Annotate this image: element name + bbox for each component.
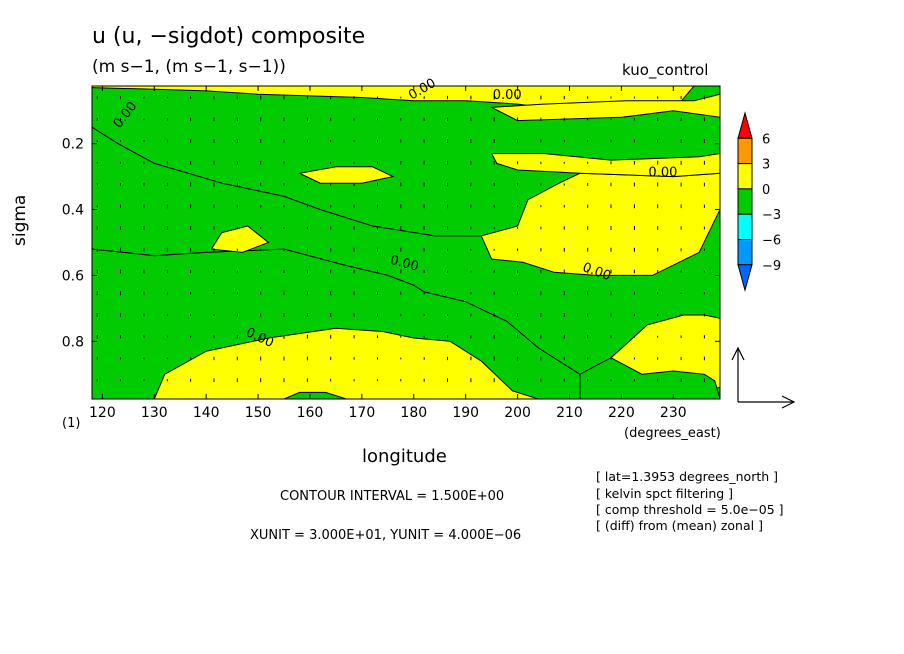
negative-region-4 xyxy=(579,357,720,399)
negative-region-0 xyxy=(92,86,720,237)
x-axis-label: longitude xyxy=(362,446,447,467)
contour-label: 0.00 xyxy=(648,166,677,181)
note-threshold: [ comp threshold = 5.0e−05 ] xyxy=(596,502,784,517)
x-tick-label: 160 xyxy=(297,405,324,421)
colorbar-swatch xyxy=(737,137,753,165)
y-tick-label: 0.8 xyxy=(62,334,84,350)
colorbar-label: −9 xyxy=(762,259,781,274)
positive-region-3 xyxy=(489,93,720,122)
vector-units: XUNIT = 3.000E+01, YUNIT = 4.000E−06 xyxy=(250,528,522,543)
y-axis-units: (1) xyxy=(62,416,81,431)
contour-label: 0.00 xyxy=(493,88,522,103)
colorbar-label: 3 xyxy=(762,158,770,173)
colorbar-swatch xyxy=(737,239,753,266)
x-tick-label: 170 xyxy=(349,405,376,421)
colorbar-label: −3 xyxy=(762,208,781,223)
colorbar-label: 6 xyxy=(762,132,770,147)
contour-label: 0.00 xyxy=(388,253,420,275)
colorbar-swatch xyxy=(737,111,753,139)
contour-label: 0.00 xyxy=(111,99,141,131)
x-tick-label: 220 xyxy=(608,405,635,421)
y-tick-label: 0.6 xyxy=(62,268,84,284)
colorbar-label: 0 xyxy=(762,183,770,198)
y-tick-label: 0.2 xyxy=(62,137,84,153)
note-difference: [ (diff) from (mean) zonal ] xyxy=(596,518,763,533)
colorbar-label: −6 xyxy=(762,234,781,249)
positive-region-2 xyxy=(490,152,720,178)
colorbar-swatch xyxy=(737,213,753,240)
colorbar-swatch xyxy=(737,163,753,190)
positive-region-1 xyxy=(210,225,270,253)
contour-label: 0.00 xyxy=(580,260,612,284)
x-axis-units: (degrees_east) xyxy=(624,426,721,441)
x-tick-label: 200 xyxy=(504,405,531,421)
colorbar-swatch xyxy=(737,188,753,215)
note-latitude: [ lat=1.3953 degrees_north ] xyxy=(596,469,779,484)
note-filtering: [ kelvin spct filtering ] xyxy=(596,486,734,501)
negative-region-2 xyxy=(92,248,581,399)
x-tick-label: 150 xyxy=(245,405,272,421)
x-tick-label: 230 xyxy=(660,405,687,421)
x-tick-label: 180 xyxy=(400,405,427,421)
reference-vector-icon xyxy=(731,346,796,409)
negative-region-1 xyxy=(92,126,720,375)
colorbar-swatch xyxy=(737,264,753,292)
contour-label: 0.00 xyxy=(243,325,276,351)
negative-region-5 xyxy=(283,391,347,399)
x-tick-label: 190 xyxy=(452,405,479,421)
contour-interval: CONTOUR INTERVAL = 1.500E+00 xyxy=(280,489,505,504)
y-tick-label: 0.4 xyxy=(62,203,84,219)
x-tick-label: 130 xyxy=(141,405,168,421)
run-name: kuo_control xyxy=(622,61,709,79)
positive-background xyxy=(92,86,720,399)
chart-title: u (u, −sigdot) composite xyxy=(92,24,366,49)
x-tick-label: 140 xyxy=(193,405,220,421)
contour-label: 0.00 xyxy=(406,76,439,103)
chart-subtitle: (m s−1, (m s−1, s−1)) xyxy=(92,57,286,77)
x-tick-label: 210 xyxy=(556,405,583,421)
negative-region-3 xyxy=(687,386,720,399)
y-axis-label: sigma xyxy=(10,194,30,246)
positive-region-0 xyxy=(297,166,395,184)
x-tick-label: 120 xyxy=(89,405,116,421)
